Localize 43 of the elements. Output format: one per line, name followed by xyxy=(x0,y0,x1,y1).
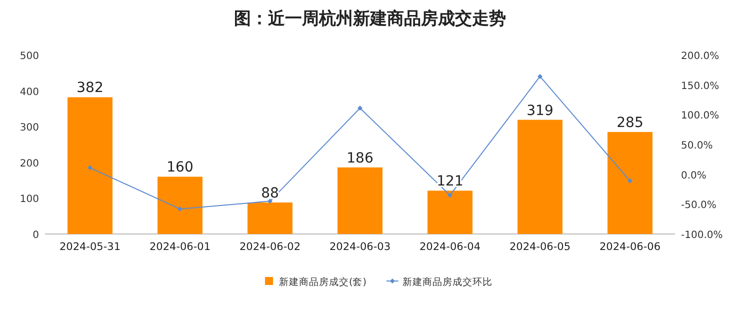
point xyxy=(268,198,272,204)
x-tick-label: 2024-06-05 xyxy=(509,241,571,253)
bar xyxy=(338,167,382,234)
y2-tick-label: -50.0% xyxy=(681,200,716,212)
y2-tick-label: 200.0% xyxy=(681,51,720,62)
y2-tick-label: 0.0% xyxy=(681,170,706,182)
x-tick-label: 2024-06-06 xyxy=(599,241,661,253)
y-tick-label: 300 xyxy=(20,122,39,134)
point xyxy=(538,74,542,79)
y2-tick-label: 50.0% xyxy=(681,140,713,152)
bar xyxy=(518,120,562,234)
point xyxy=(178,206,182,212)
data-label: 382 xyxy=(76,80,104,96)
data-label: 319 xyxy=(526,102,554,119)
point xyxy=(88,165,92,170)
x-tick-label: 2024-06-02 xyxy=(239,241,301,253)
chart-title: 图：近一周杭州新建商品房成交走势 xyxy=(234,9,506,29)
bar xyxy=(68,97,112,234)
data-label: 285 xyxy=(616,114,644,131)
y-tick-label: 400 xyxy=(20,86,39,98)
y2-tick-label: -100.0% xyxy=(681,230,723,241)
data-label: 186 xyxy=(346,150,374,166)
x-tick-label: 2024-05-31 xyxy=(59,241,121,253)
data-label: 88 xyxy=(261,185,279,202)
y-tick-label: 0 xyxy=(32,230,39,241)
y2-tick-label: 100.0% xyxy=(681,110,720,122)
point xyxy=(358,106,362,111)
bar xyxy=(248,202,292,234)
legend-label: 新建商品房成交环比 xyxy=(402,276,492,288)
point xyxy=(448,192,452,198)
x-tick-label: 2024-06-01 xyxy=(149,241,211,253)
data-label: 160 xyxy=(166,160,194,176)
point xyxy=(628,178,632,184)
bar xyxy=(608,132,652,234)
bar xyxy=(158,176,202,234)
y-tick-label: 100 xyxy=(20,194,39,206)
x-tick-label: 2024-06-03 xyxy=(329,241,391,253)
y-tick-label: 200 xyxy=(20,158,39,170)
y-tick-label: 500 xyxy=(20,51,39,62)
x-tick-label: 2024-06-04 xyxy=(419,241,481,253)
bar xyxy=(428,190,472,234)
legend-label: 新建商品房成交(套) xyxy=(279,276,366,288)
y2-tick-label: 150.0% xyxy=(681,80,720,92)
